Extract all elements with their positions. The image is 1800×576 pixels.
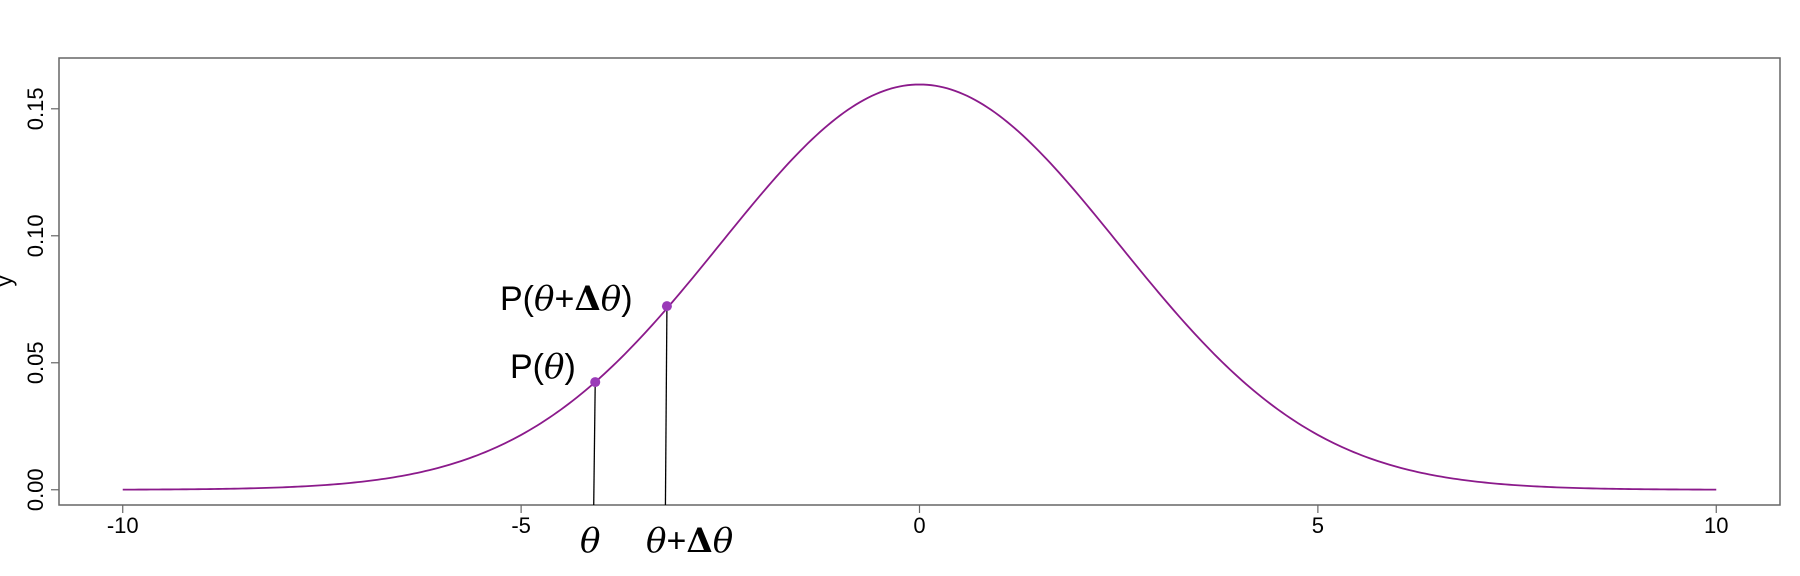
y-tick-label: 0.10: [23, 214, 48, 257]
x-axis: -10 -5 0 5 10: [107, 505, 1729, 538]
point-p-theta: [590, 377, 601, 388]
drop-line-theta: [593, 382, 596, 506]
x-label-theta-delta: θ+Δθ: [646, 521, 733, 561]
plot-frame: [58, 57, 1781, 506]
y-tick-label: 0.00: [23, 468, 48, 511]
label-p-theta: P(θ): [510, 347, 576, 387]
density-curve: [122, 83, 1717, 491]
x-tick-label: -10: [107, 513, 139, 538]
label-p-theta-delta: P(θ+Δθ): [500, 279, 633, 319]
x-tick-label: 10: [1704, 513, 1728, 538]
y-tick-label: 0.05: [23, 341, 48, 384]
point-p-theta-delta: [661, 301, 672, 312]
x-tick-label: 0: [913, 513, 925, 538]
y-axis-label: y: [0, 276, 17, 287]
drop-line-theta-delta: [664, 306, 668, 506]
x-tick-label: -5: [511, 513, 531, 538]
y-tick-label: 0.15: [23, 87, 48, 130]
y-axis: 0.00 0.05 0.10 0.15: [23, 87, 59, 511]
x-label-theta: θ: [580, 521, 600, 561]
x-tick-label: 5: [1312, 513, 1324, 538]
